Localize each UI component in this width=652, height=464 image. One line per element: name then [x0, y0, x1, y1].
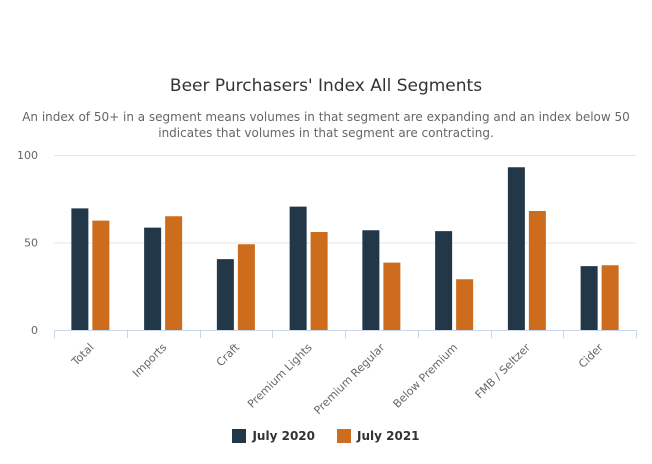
- bar: [456, 279, 474, 330]
- legend: July 2020 July 2021: [0, 429, 652, 443]
- x-tick-label: Premium Lights: [245, 341, 315, 411]
- legend-swatch: [337, 429, 351, 443]
- y-tick-label: 50: [24, 237, 38, 250]
- bar: [383, 262, 401, 330]
- x-tick-label: FMB / Seltzer: [473, 341, 534, 402]
- legend-swatch: [232, 429, 247, 443]
- legend-label: July 2021: [357, 429, 420, 443]
- bar: [435, 231, 453, 330]
- bar: [237, 244, 255, 330]
- legend-item-series-1[interactable]: July 2021: [337, 429, 420, 443]
- bar: [144, 227, 162, 330]
- x-tick-label: Total: [68, 341, 96, 369]
- y-tick-label: 0: [31, 324, 38, 337]
- y-tick-label: 100: [17, 149, 38, 162]
- x-tick-label: Cider: [576, 341, 606, 371]
- legend-item-series-0[interactable]: July 2020: [232, 429, 315, 443]
- bar: [92, 220, 110, 330]
- chart-title: Beer Purchasers' Index All Segments: [169, 76, 483, 96]
- bar: [580, 266, 598, 330]
- bar: [528, 211, 546, 330]
- bar: [507, 167, 525, 330]
- bar: [216, 259, 234, 330]
- x-tick-label: Imports: [130, 341, 169, 380]
- bar: [310, 232, 328, 330]
- chart-subtitle: An index of 50+ in a segment means volum…: [22, 110, 630, 140]
- bar: [165, 216, 183, 330]
- x-tick-label: Below Premium: [391, 341, 461, 411]
- bar: [289, 206, 307, 330]
- bar: [71, 208, 89, 330]
- bar: [362, 230, 380, 330]
- bar: [601, 265, 619, 330]
- legend-label: July 2020: [252, 429, 315, 443]
- x-tick-label: Craft: [214, 340, 243, 369]
- x-tick-label: Premium Regular: [311, 341, 387, 417]
